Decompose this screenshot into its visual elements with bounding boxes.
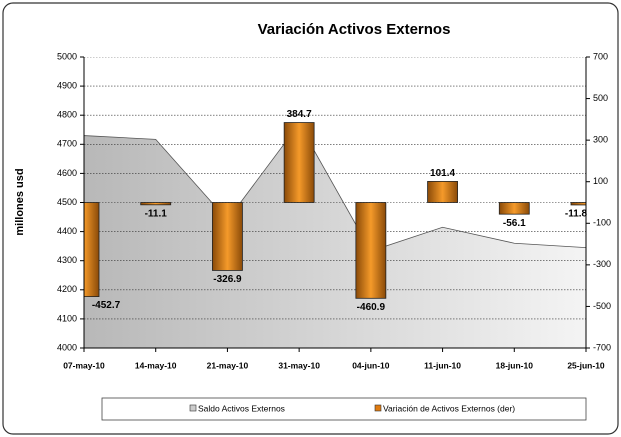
y-tick-label: 4900	[57, 80, 77, 90]
x-tick-label: 25-jun-10	[567, 360, 605, 370]
bar	[355, 202, 387, 299]
x-tick-label: 14-may-10	[135, 360, 177, 370]
bar	[212, 202, 243, 271]
plot	[84, 57, 586, 348]
x-tick-label: 31-may-10	[278, 360, 320, 370]
legend-box	[101, 397, 587, 421]
data-label: -326.9	[213, 274, 242, 285]
legend-label: Variación de Activos Externos (der)	[383, 403, 515, 413]
data-label: -452.7	[92, 300, 121, 311]
data-label: 384.7	[287, 109, 312, 120]
y-tick-label: 5000	[57, 51, 77, 61]
x-tick-label: 04-jun-10	[352, 360, 390, 370]
bar	[498, 202, 530, 215]
x-tick-label: 11-jun-10	[424, 360, 461, 370]
data-label: -56.1	[503, 218, 526, 229]
y-tick-label: 4000	[57, 342, 77, 352]
bar	[570, 202, 586, 206]
x-tick-label: 07-may-10	[63, 360, 105, 370]
y-tick-label: 4800	[57, 110, 77, 120]
data-label: 101.4	[430, 168, 455, 179]
y2-tick-label: -500	[593, 301, 611, 311]
data-label: -460.9	[357, 302, 386, 313]
y-tick-label: 4200	[57, 284, 77, 294]
y2-tick-label: 500	[593, 93, 608, 103]
legend-swatch	[374, 404, 382, 412]
y2-tick-label: 100	[593, 176, 608, 186]
y2-tick-label: 700	[593, 51, 608, 61]
data-label: -11.8	[565, 209, 588, 220]
x-tick-label: 21-may-10	[207, 360, 249, 370]
y2-tick-label: -700	[593, 342, 611, 352]
y-tick-label: 4400	[57, 226, 77, 236]
data-label: -11.1	[145, 208, 168, 219]
y2-tick-label: -100	[593, 218, 611, 228]
bar	[140, 202, 172, 206]
y-tick-label: 4500	[57, 197, 77, 207]
legend-swatch	[189, 404, 197, 412]
y-tick-label: 4100	[57, 313, 77, 323]
y2-tick-label: 300	[593, 135, 608, 145]
chart-title: Variación Activos Externos	[258, 21, 451, 38]
y-axis-label: millones usd	[14, 168, 26, 235]
x-tick-label: 18-jun-10	[496, 360, 534, 370]
y-tick-label: 4300	[57, 255, 77, 265]
y2-tick-label: -300	[593, 259, 611, 269]
y-tick-label: 4600	[57, 168, 77, 178]
bar	[283, 122, 315, 203]
bar	[427, 181, 458, 203]
bar	[84, 202, 100, 297]
legend-label: Saldo Activos Externos	[198, 403, 285, 413]
y-tick-label: 4700	[57, 139, 77, 149]
